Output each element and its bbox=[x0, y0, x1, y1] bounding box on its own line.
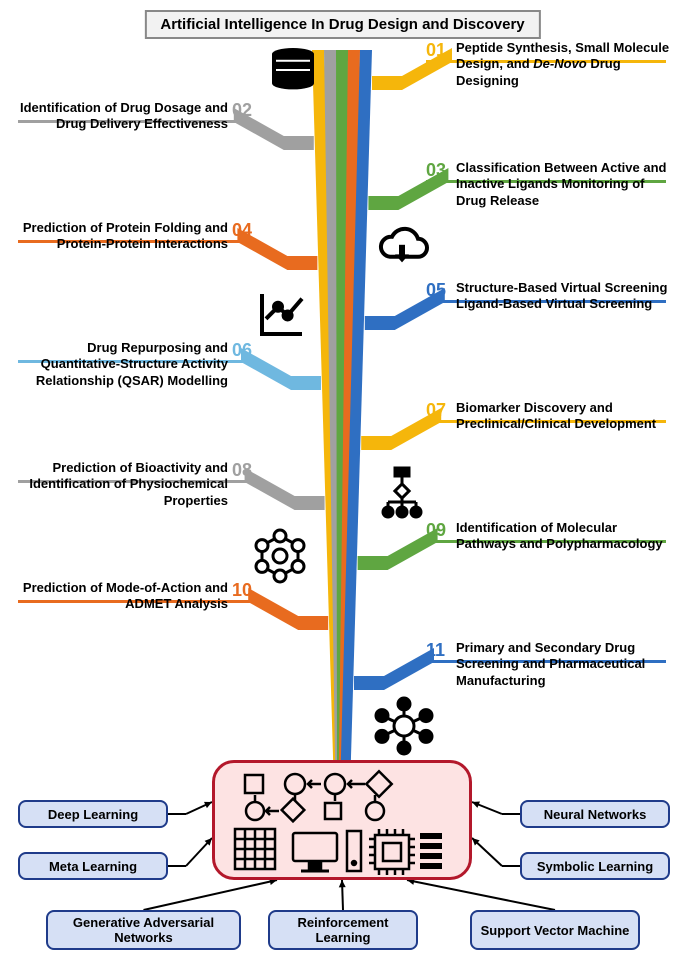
linechart-icon bbox=[262, 294, 302, 334]
ml-box-deep-learning: Deep Learning bbox=[18, 800, 168, 828]
ml-box-label: Reinforcement Learning bbox=[276, 915, 410, 945]
ml-hub-box bbox=[212, 760, 472, 880]
ml-box-neural-networks: Neural Networks bbox=[520, 800, 670, 828]
item-text: Biomarker Discovery and Preclinical/Clin… bbox=[456, 400, 671, 433]
hierarchy-icon bbox=[383, 468, 421, 517]
database-icon bbox=[272, 48, 314, 89]
ml-box-label: Neural Networks bbox=[544, 807, 647, 822]
network-icon bbox=[376, 698, 432, 754]
item-number: 04 bbox=[232, 220, 252, 241]
item-number: 07 bbox=[426, 400, 446, 421]
item-number: 10 bbox=[232, 580, 252, 601]
ml-box-label: Support Vector Machine bbox=[481, 923, 630, 938]
ml-box-reinforcement-learning: Reinforcement Learning bbox=[268, 910, 418, 950]
molecule-icon bbox=[256, 530, 304, 582]
item-number: 02 bbox=[232, 100, 252, 121]
item-text: Structure-Based Virtual ScreeningLigand-… bbox=[456, 280, 671, 313]
item-text: Primary and Secondary Drug Screening and… bbox=[456, 640, 671, 689]
ml-box-generative-adversarial-networks: Generative Adversarial Networks bbox=[46, 910, 241, 950]
item-number: 09 bbox=[426, 520, 446, 541]
ml-box-support-vector-machine: Support Vector Machine bbox=[470, 910, 640, 950]
item-text: Identification of Drug Dosage and Drug D… bbox=[18, 100, 228, 133]
item-text: Prediction of Protein Folding and Protei… bbox=[18, 220, 228, 253]
ml-box-symbolic-learning: Symbolic Learning bbox=[520, 852, 670, 880]
item-text: Peptide Synthesis, Small Molecule Design… bbox=[456, 40, 671, 89]
item-text: Classification Between Active and Inacti… bbox=[456, 160, 671, 209]
ml-box-meta-learning: Meta Learning bbox=[18, 852, 168, 880]
item-text: Prediction of Mode-of-Action and ADMET A… bbox=[18, 580, 228, 613]
ml-box-label: Meta Learning bbox=[49, 859, 137, 874]
item-number: 01 bbox=[426, 40, 446, 61]
item-text: Prediction of Bioactivity and Identifica… bbox=[18, 460, 228, 509]
cloud-icon bbox=[381, 229, 427, 263]
item-text: Identification of Molecular Pathways and… bbox=[456, 520, 671, 553]
item-number: 11 bbox=[426, 640, 445, 661]
item-number: 05 bbox=[426, 280, 446, 301]
item-number: 06 bbox=[232, 340, 252, 361]
item-text: Drug Repurposing and Quantitative-Struct… bbox=[18, 340, 228, 389]
ml-box-label: Symbolic Learning bbox=[537, 859, 653, 874]
ml-box-label: Generative Adversarial Networks bbox=[54, 915, 233, 945]
item-number: 03 bbox=[426, 160, 446, 181]
ml-box-label: Deep Learning bbox=[48, 807, 138, 822]
item-number: 08 bbox=[232, 460, 252, 481]
ml-hub-icons bbox=[215, 763, 475, 883]
